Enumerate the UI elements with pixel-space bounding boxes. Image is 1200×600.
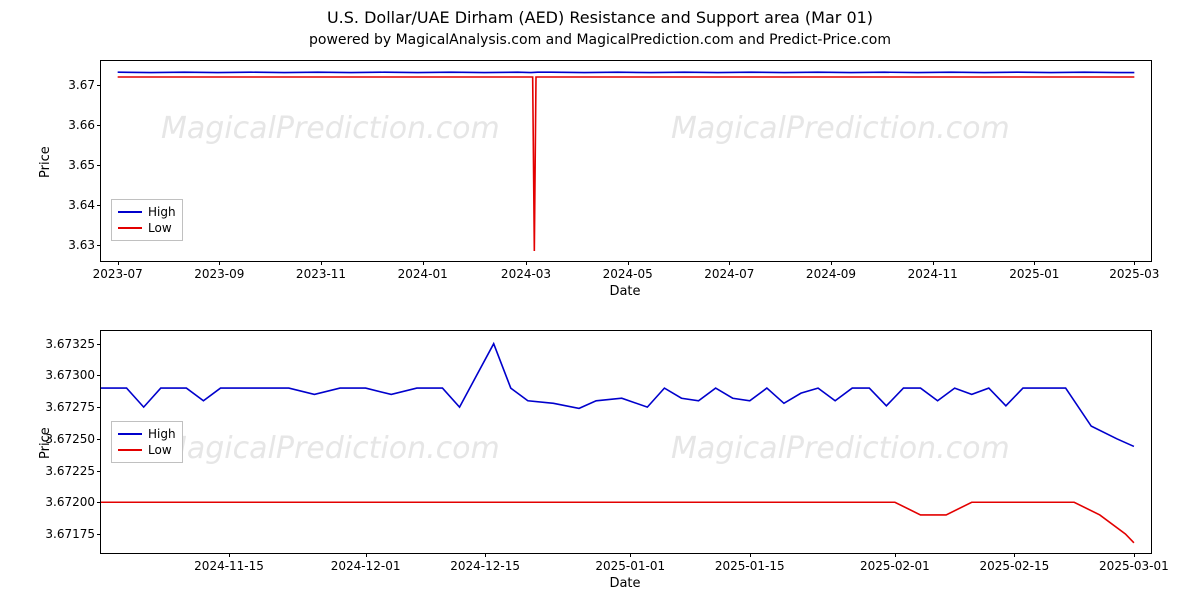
y-tick-label: 3.67 [68,78,95,92]
legend-label: Low [148,221,172,235]
top-chart-panel: MagicalPrediction.com MagicalPrediction.… [100,60,1152,262]
legend-label: High [148,205,176,219]
x-tick-label: 2024-12-01 [331,559,401,573]
x-tick-label: 2024-05 [603,267,653,281]
y-tick-label: 3.67275 [45,400,95,414]
y-axis-label: Price [38,427,53,459]
legend: High Low [111,199,183,241]
legend-label: Low [148,443,172,457]
legend-swatch [118,433,142,435]
series-line [101,502,1134,543]
legend-swatch [118,449,142,451]
x-tick-label: 2024-12-15 [450,559,520,573]
legend-item: Low [118,442,176,458]
legend-swatch [118,227,142,229]
legend-item: High [118,426,176,442]
x-tick-label: 2025-01-15 [715,559,785,573]
figure: U.S. Dollar/UAE Dirham (AED) Resistance … [0,0,1200,600]
chart-subtitle: powered by MagicalAnalysis.com and Magic… [0,32,1200,48]
x-tick-label: 2023-07 [93,267,143,281]
series-line [101,344,1134,447]
top-chart-svg [101,61,1151,261]
x-tick-label: 2025-01 [1009,267,1059,281]
legend-swatch [118,211,142,213]
legend-label: High [148,427,176,441]
legend-item: Low [118,220,176,236]
x-tick-label: 2023-11 [296,267,346,281]
bottom-chart-svg [101,331,1151,553]
series-line [118,77,1135,251]
y-tick-label: 3.67225 [45,464,95,478]
x-tick-label: 2025-02-15 [980,559,1050,573]
x-axis-label: Date [100,576,1150,591]
y-tick-label: 3.67175 [45,527,95,541]
x-tick-label: 2025-03 [1109,267,1159,281]
legend: High Low [111,421,183,463]
chart-title: U.S. Dollar/UAE Dirham (AED) Resistance … [0,8,1200,27]
x-tick-label: 2024-11-15 [194,559,264,573]
y-tick-label: 3.63 [68,238,95,252]
y-tick-label: 3.64 [68,198,95,212]
y-tick-label: 3.67200 [45,495,95,509]
y-tick-label: 3.65 [68,158,95,172]
legend-item: High [118,204,176,220]
y-tick-label: 3.66 [68,118,95,132]
x-tick-label: 2024-09 [806,267,856,281]
x-tick-label: 2024-11 [908,267,958,281]
x-tick-label: 2025-02-01 [860,559,930,573]
x-axis-label: Date [100,284,1150,299]
x-tick-label: 2025-01-01 [595,559,665,573]
x-tick-label: 2024-07 [704,267,754,281]
x-tick-label: 2023-09 [194,267,244,281]
x-tick-label: 2024-01 [398,267,448,281]
x-tick-label: 2025-03-01 [1099,559,1169,573]
y-tick-label: 3.67325 [45,337,95,351]
y-tick-label: 3.67300 [45,368,95,382]
bottom-chart-panel: MagicalPrediction.com MagicalPrediction.… [100,330,1152,554]
y-axis-label: Price [38,146,53,178]
x-tick-label: 2024-03 [501,267,551,281]
